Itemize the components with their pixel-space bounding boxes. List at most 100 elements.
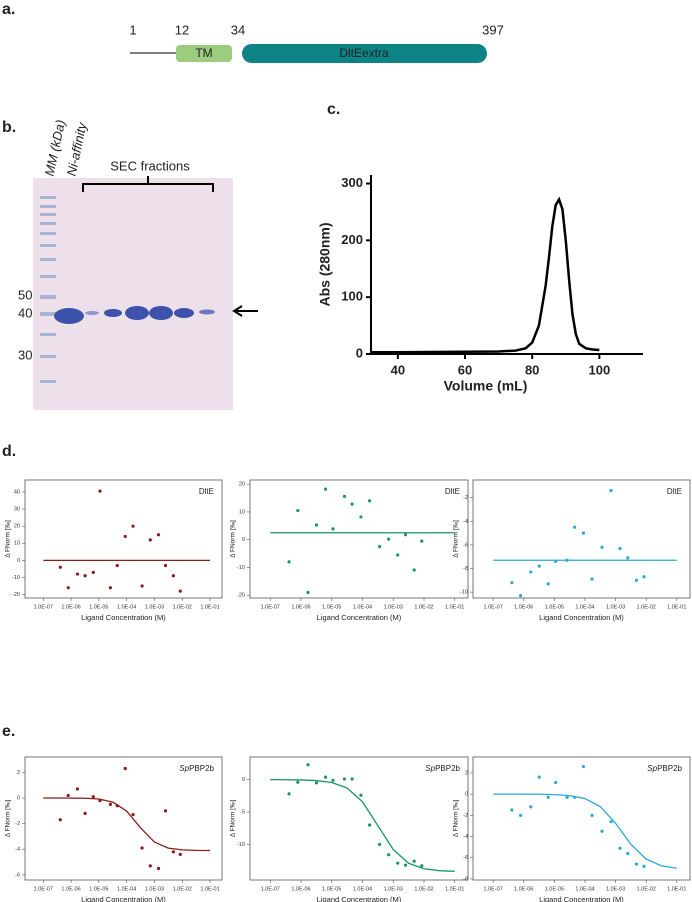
x-tick-label: 1.0E-02 — [173, 604, 192, 610]
data-point — [296, 780, 300, 784]
data-point — [314, 781, 319, 785]
y-tick-label: 20 — [239, 482, 245, 488]
y-axis-label: Abs (280nm) — [317, 222, 333, 306]
x-tick-label: 1.0E-06 — [291, 604, 310, 610]
data-point — [140, 584, 144, 588]
y-tick-label: -2 — [463, 813, 468, 819]
data-point — [108, 802, 112, 807]
x-tick-label: 1.0E-01 — [200, 886, 219, 892]
data-point — [342, 494, 347, 498]
annotation: SpPBP2b — [179, 764, 214, 773]
x-tick-label: 1.0E-02 — [637, 886, 656, 892]
x-tick-label: 1.0E-06 — [61, 604, 80, 610]
data-point — [626, 851, 630, 856]
y-tick-label: -4 — [463, 519, 468, 525]
y-tick-label: 10 — [14, 541, 20, 547]
x-tick-label: 1.0E-06 — [514, 886, 533, 892]
y-tick-label: 20 — [14, 524, 20, 530]
data-point — [171, 574, 175, 578]
x-tick-label: 1.0E-06 — [61, 886, 80, 892]
data-point — [377, 545, 382, 549]
marker-label: 50 — [18, 287, 32, 302]
plot-frame — [249, 756, 469, 881]
data-point — [91, 795, 95, 799]
data-point — [66, 793, 70, 798]
annotation-text: PBP2b — [435, 764, 460, 773]
fractions-bracket — [82, 176, 214, 192]
data-point — [609, 820, 613, 824]
data-point — [420, 539, 424, 543]
data-point — [510, 581, 514, 585]
x-axis-label: Ligand Concentration (M) — [317, 613, 402, 622]
annotation-species: Sp — [647, 764, 657, 773]
marker-label: 40 — [18, 305, 32, 320]
data-point — [83, 574, 87, 578]
x-tick-label: 1.0E-05 — [322, 604, 341, 610]
y-axis-label: Δ FNorm [‰] — [453, 800, 460, 838]
x-tick-label: 1.0E-02 — [637, 604, 656, 610]
y-tick-label: -10 — [460, 590, 468, 596]
bracket-label: SEC fractions — [110, 158, 190, 173]
data-point — [91, 570, 95, 574]
data-point — [314, 523, 319, 527]
annotation: SpPBP2b — [425, 764, 460, 773]
ladder-bands — [40, 196, 56, 383]
x-tick-label: 1.0E-03 — [145, 604, 164, 610]
data-point — [163, 563, 168, 568]
data-point — [306, 763, 310, 767]
x-axis-label: Ligand Concentration (M) — [539, 895, 624, 902]
data-point — [510, 808, 514, 812]
y-axis-label: Δ FNorm [‰] — [453, 520, 460, 558]
data-point — [634, 862, 639, 866]
panel-label: b. — [2, 119, 16, 136]
marker-label: 30 — [18, 347, 32, 362]
data-point — [75, 787, 80, 791]
data-point — [58, 818, 62, 822]
panel-label: c. — [327, 101, 340, 118]
y-tick-label: -2 — [15, 821, 20, 827]
data-point — [565, 795, 569, 799]
y-tick-label: 30 — [14, 507, 20, 513]
data-point — [387, 537, 391, 541]
x-tick-label: 1.0E-03 — [384, 886, 403, 892]
panel-label: a. — [2, 1, 15, 18]
data-point — [519, 594, 523, 598]
x-tick-label: 1.0E-05 — [322, 886, 341, 892]
x-axis-label: Ligand Concentration (M) — [317, 895, 402, 902]
data-point — [626, 556, 630, 560]
fit-line — [493, 793, 677, 869]
x-tick-label: 100 — [588, 362, 610, 377]
plot-frame — [24, 479, 223, 599]
data-point — [331, 778, 335, 782]
y-axis-label: Δ FNorm [‰] — [5, 800, 12, 838]
axes — [370, 175, 643, 355]
data-point — [140, 846, 144, 850]
y-tick-label: -8 — [463, 876, 468, 882]
y-tick-label: -8 — [463, 566, 468, 572]
residue-number: 34 — [231, 22, 245, 37]
y-tick-label: 300 — [341, 175, 363, 190]
data-point — [618, 546, 622, 551]
x-tick-label: 1.0E-04 — [117, 604, 136, 610]
data-point — [403, 533, 408, 537]
y-axis-label: Δ FNorm [‰] — [230, 800, 237, 838]
annotation-text: DltE — [667, 487, 682, 496]
y-tick-label: 2 — [465, 770, 468, 776]
x-tick-label: 1.0E-03 — [606, 886, 625, 892]
x-tick-label: 1.0E-03 — [606, 604, 625, 610]
data-point — [546, 795, 550, 799]
x-tick-label: 1.0E-05 — [545, 604, 564, 610]
chromatogram-line — [371, 196, 600, 354]
x-tick-label: 1.0E-05 — [545, 886, 564, 892]
data-point — [287, 792, 291, 796]
y-tick-label: -10 — [237, 842, 245, 848]
data-point — [590, 577, 594, 581]
data-point — [634, 578, 639, 582]
annotation: DltE — [199, 487, 214, 496]
annotation-text: PBP2b — [189, 764, 214, 773]
data-point — [529, 805, 533, 809]
data-point — [148, 864, 152, 868]
y-tick-label: -4 — [15, 847, 20, 853]
y-tick-label: 0 — [17, 558, 20, 564]
plot-frame — [472, 479, 691, 599]
